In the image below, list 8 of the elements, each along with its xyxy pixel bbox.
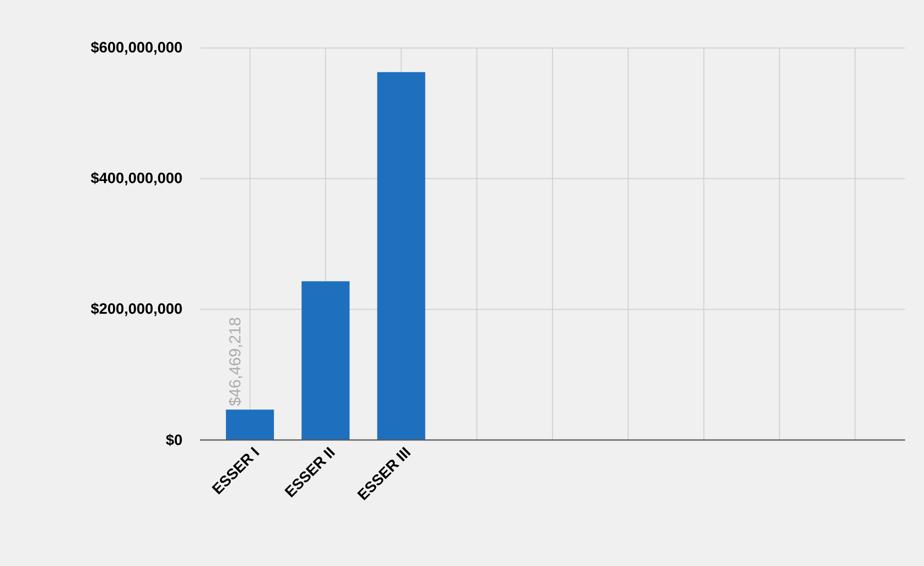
y-tick-label: $400,000,000 [90,172,182,186]
bar [377,72,426,440]
y-tick-label: $200,000,000 [90,302,182,316]
y-tick-label: $600,000,000 [90,41,182,55]
bar [226,410,274,440]
bar [302,281,350,440]
data-label: $46,469,218 [228,318,242,406]
y-tick-label: $0 [166,434,182,446]
